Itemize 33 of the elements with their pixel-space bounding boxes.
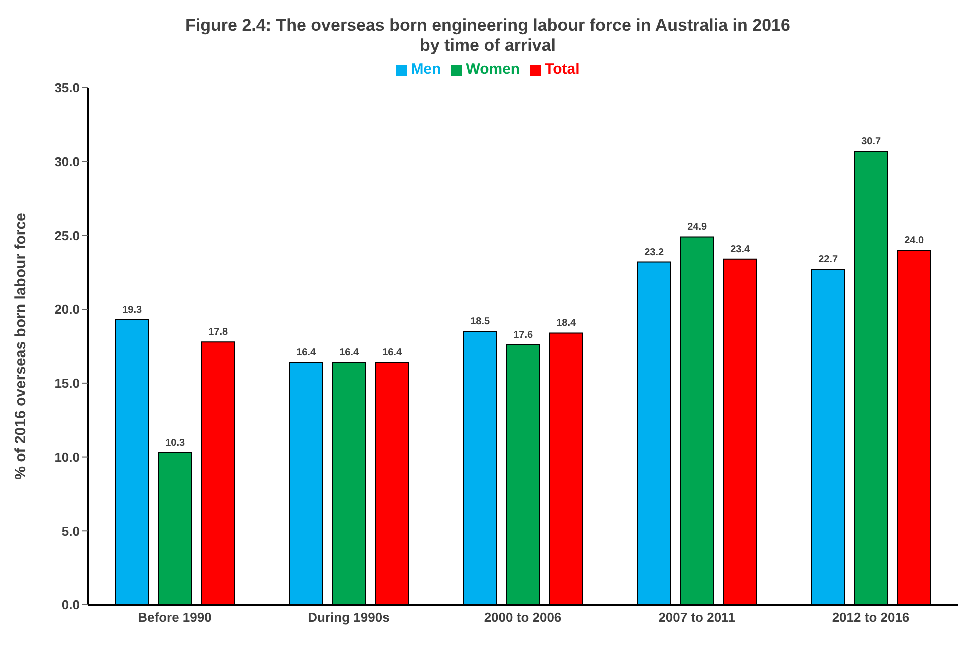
data-label: 16.4: [340, 348, 360, 359]
x-tick-label: 2000 to 2006: [484, 610, 562, 626]
x-tick-label: During 1990s: [308, 610, 390, 626]
data-label: 19.3: [122, 304, 143, 316]
data-label: 23.2: [644, 247, 665, 258]
data-label: 18.4: [556, 318, 577, 330]
data-label: 30.7: [862, 136, 882, 148]
data-label: 18.5: [470, 316, 491, 328]
legend-label: Men: [411, 61, 442, 78]
data-label: 24.9: [688, 222, 708, 234]
y-tick-label: 10.0: [54, 450, 80, 465]
y-tick-label: 5.0: [62, 524, 80, 539]
x-tick-label: 2007 to 2011: [658, 610, 736, 626]
legend-label: Women: [466, 61, 520, 78]
data-label: 24.0: [904, 235, 925, 246]
y-tick-label: 35.0: [54, 80, 80, 96]
legend-label: Total: [545, 61, 580, 78]
data-label: 16.4: [296, 348, 317, 359]
y-tick-label: 15.0: [54, 376, 80, 392]
y-tick-label: 25.0: [54, 228, 80, 244]
data-label: 17.8: [208, 327, 229, 338]
y-tick-label: 30.0: [54, 154, 80, 170]
y-axis-title: % of 2016 overseas born labour force: [12, 213, 30, 480]
data-label: 22.7: [818, 254, 839, 266]
data-label: 16.4: [382, 348, 403, 359]
x-tick-label: Before 1990: [138, 610, 212, 626]
data-label: 10.3: [166, 438, 186, 449]
x-tick-label: 2012 to 2016: [832, 610, 910, 626]
data-label: 17.6: [514, 330, 534, 342]
y-tick-label: 0.0: [62, 598, 80, 613]
y-tick-label: 20.0: [54, 302, 80, 318]
chart-title: Figure 2.4: The overseas born engineering labour force in Australia in 2016 by time of arrival: [184, 16, 792, 56]
data-label: 23.4: [730, 244, 751, 256]
